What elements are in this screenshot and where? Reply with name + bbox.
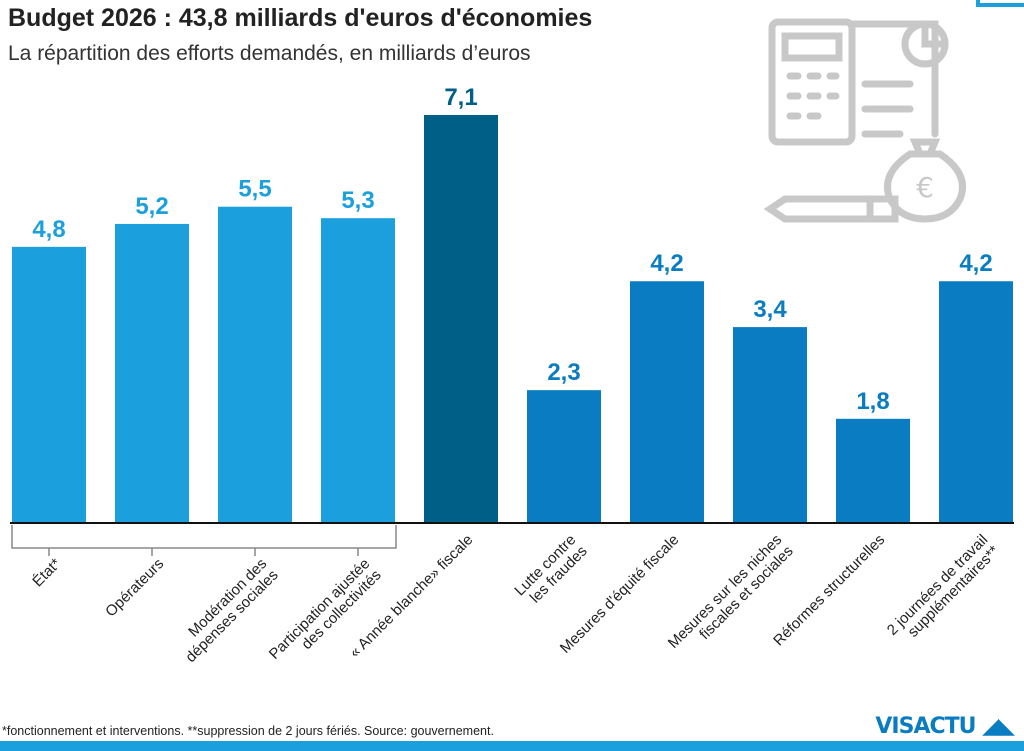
x-tick-label: État* [29, 555, 65, 591]
bar [424, 115, 498, 522]
bar [630, 281, 704, 522]
data-label: 7,1 [444, 84, 477, 111]
data-label: 4,8 [32, 216, 65, 243]
corner-accent [976, 0, 1024, 7]
data-label: 1,8 [856, 388, 889, 415]
calculator-document-money-bag-icon: € [763, 18, 966, 223]
chart-subtitle: La répartition des efforts demandés, en … [8, 42, 531, 65]
data-label: 3,4 [753, 296, 787, 323]
bar [115, 223, 189, 522]
x-tick-label: Opérateurs [102, 555, 168, 621]
group-bracket [11, 525, 397, 549]
bottom-bar [0, 741, 1024, 751]
bar-chart: 4,8 5,2 5,5 5,3 7,1 2,3 4,2 3,4 1,8 4,2 [10, 84, 1014, 556]
bar [321, 218, 395, 522]
x-tick-label: Modération des dépenses sociales [182, 555, 282, 666]
x-tick-label: Participation ajustée des collectivités [265, 555, 385, 663]
visactu-logo: VISACTU ◢◣ [875, 714, 1015, 739]
data-label: 4,2 [959, 250, 992, 277]
bar [218, 206, 292, 522]
bar [836, 418, 910, 522]
svg-text:€: € [916, 171, 934, 204]
bar [733, 327, 807, 522]
bar [527, 390, 601, 522]
footnote: *fonctionnement et interventions. **supp… [2, 724, 494, 738]
data-label: 5,2 [135, 193, 168, 220]
chart-title: Budget 2026 : 43,8 milliards d'euros d'é… [8, 4, 593, 32]
data-label: 4,2 [650, 250, 683, 277]
data-label: 5,5 [238, 176, 271, 203]
data-label: 5,3 [341, 187, 374, 214]
data-label: 2,3 [547, 359, 580, 386]
bar [12, 246, 86, 522]
bar [939, 281, 1013, 522]
